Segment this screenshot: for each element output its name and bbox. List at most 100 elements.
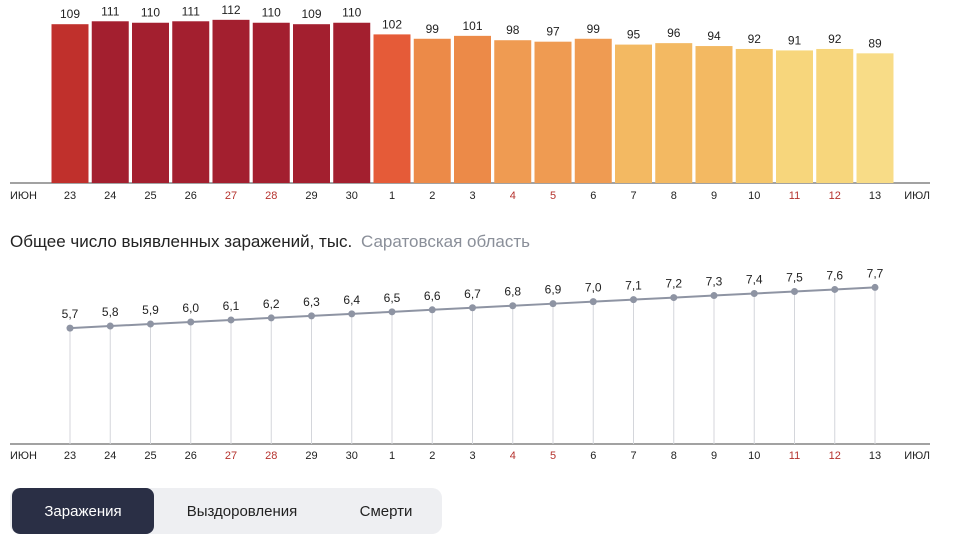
bar-value-label: 111 [182,4,201,18]
x-tick-label: 3 [469,450,475,462]
bar-value-label: 94 [707,29,721,43]
bar-value-label: 110 [262,6,281,20]
x-tick-label: 23 [64,450,76,462]
data-point [670,294,678,302]
x-tick-label: 28 [265,450,277,462]
bar [293,24,330,184]
data-point [428,306,436,314]
data-point [831,285,839,293]
point-value-label: 7,1 [625,279,642,293]
data-point [791,287,798,295]
data-point [750,290,758,298]
x-tick-label: 28 [265,190,277,202]
x-tick-label: 3 [469,190,475,202]
bar-value-label: 109 [301,7,321,21]
bar-value-label: 96 [667,26,681,40]
x-tick-label: 12 [829,450,841,462]
x-tick-label: 4 [510,190,516,202]
bar [655,43,693,183]
bar [91,21,129,183]
x-tick-label: 30 [346,190,358,202]
bar-value-label: 91 [788,33,802,47]
x-tick-label: 4 [510,450,516,462]
data-point [871,283,879,291]
bar [735,48,773,184]
point-value-label: 6,1 [223,299,240,313]
point-value-label: 7,0 [585,281,602,295]
bar [816,48,854,184]
bar [132,22,169,183]
point-value-label: 5,8 [102,305,119,319]
data-point [710,292,718,300]
bar [333,22,371,183]
x-tick-label: 8 [671,190,677,202]
x-tick-label: 9 [711,190,717,202]
data-point [388,308,396,316]
bar [252,22,290,183]
x-tick-label: 1 [389,450,395,462]
bar-value-label: 99 [587,22,601,36]
x-tick-label: 8 [671,450,677,462]
x-tick-label: 25 [144,450,156,462]
x-tick-label: 29 [305,450,317,462]
tab-deaths[interactable]: Смерти [359,502,413,520]
x-tick-label: 11 [789,190,800,202]
bar-value-label: 110 [342,6,361,20]
point-value-label: 6,5 [384,291,401,305]
bar-value-label: 109 [60,7,80,21]
x-tick-label: 13 [869,190,881,202]
bar-value-label: 95 [627,28,641,42]
point-value-label: 6,7 [464,287,481,301]
bar [413,38,451,183]
bar-value-label: 99 [426,22,440,36]
point-value-label: 7,6 [826,268,843,282]
bar [494,40,532,183]
point-value-label: 7,7 [867,266,884,280]
bar [51,24,89,184]
x-tick-label: 6 [590,450,596,462]
point-value-label: 7,2 [665,277,682,291]
bar [776,50,813,184]
bar [695,46,733,183]
data-point [147,320,154,328]
x-tick-label: 26 [185,190,197,202]
point-value-label: 6,8 [504,285,521,299]
bar [212,19,250,183]
point-value-label: 6,2 [263,297,280,311]
x-tick-label: 2 [429,450,435,462]
tab-recoveries[interactable]: Выздоровления [186,502,298,520]
chart-title-text: Общее число выявленных заражений, тыс. [10,232,353,251]
metric-tabs: Заражения Выздоровления Смерти [10,488,442,534]
x-tick-label: 12 [829,190,841,202]
month-label-start: ИЮН [10,190,37,202]
bar-value-label: 111 [101,4,120,18]
point-value-label: 6,6 [424,289,441,303]
x-tick-label: 24 [104,450,116,462]
bar-value-label: 101 [462,19,482,33]
data-point [106,322,114,330]
bar-value-label: 98 [506,23,520,37]
data-point [589,298,597,306]
x-tick-label: 11 [789,450,800,462]
x-tick-label: 6 [590,190,596,202]
bar [454,35,491,183]
total-infections-line-chart: 5,7235,8245,9256,0266,1276,2286,3296,430… [10,266,930,462]
bar-value-label: 92 [748,32,762,46]
x-tick-label: 5 [550,450,556,462]
x-tick-label: 30 [346,450,358,462]
infections-bar-chart: 1092311124110251112611227110281092911030… [10,3,930,202]
tab-infections[interactable]: Заражения [12,488,154,534]
bar-value-label: 110 [141,6,160,20]
point-value-label: 7,5 [786,270,803,284]
data-point [549,300,557,308]
bar-value-label: 102 [382,17,402,31]
x-tick-label: 27 [225,190,237,202]
data-point [348,310,356,318]
x-tick-label: 10 [748,190,760,202]
data-point [469,304,476,312]
point-value-label: 7,4 [746,273,763,287]
bar-value-label: 97 [546,25,560,39]
x-tick-label: 10 [748,450,760,462]
bar-value-label: 112 [221,3,240,17]
x-tick-label: 25 [144,190,156,202]
